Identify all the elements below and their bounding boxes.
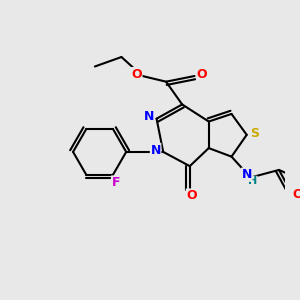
Text: F: F bbox=[112, 176, 120, 189]
Text: S: S bbox=[250, 128, 259, 140]
Text: O: O bbox=[131, 68, 142, 81]
Text: O: O bbox=[292, 188, 300, 201]
Text: N: N bbox=[242, 168, 252, 181]
Text: N: N bbox=[144, 110, 154, 123]
Text: N: N bbox=[150, 143, 161, 157]
Text: O: O bbox=[186, 189, 197, 202]
Text: O: O bbox=[197, 68, 207, 81]
Text: H: H bbox=[248, 176, 257, 186]
